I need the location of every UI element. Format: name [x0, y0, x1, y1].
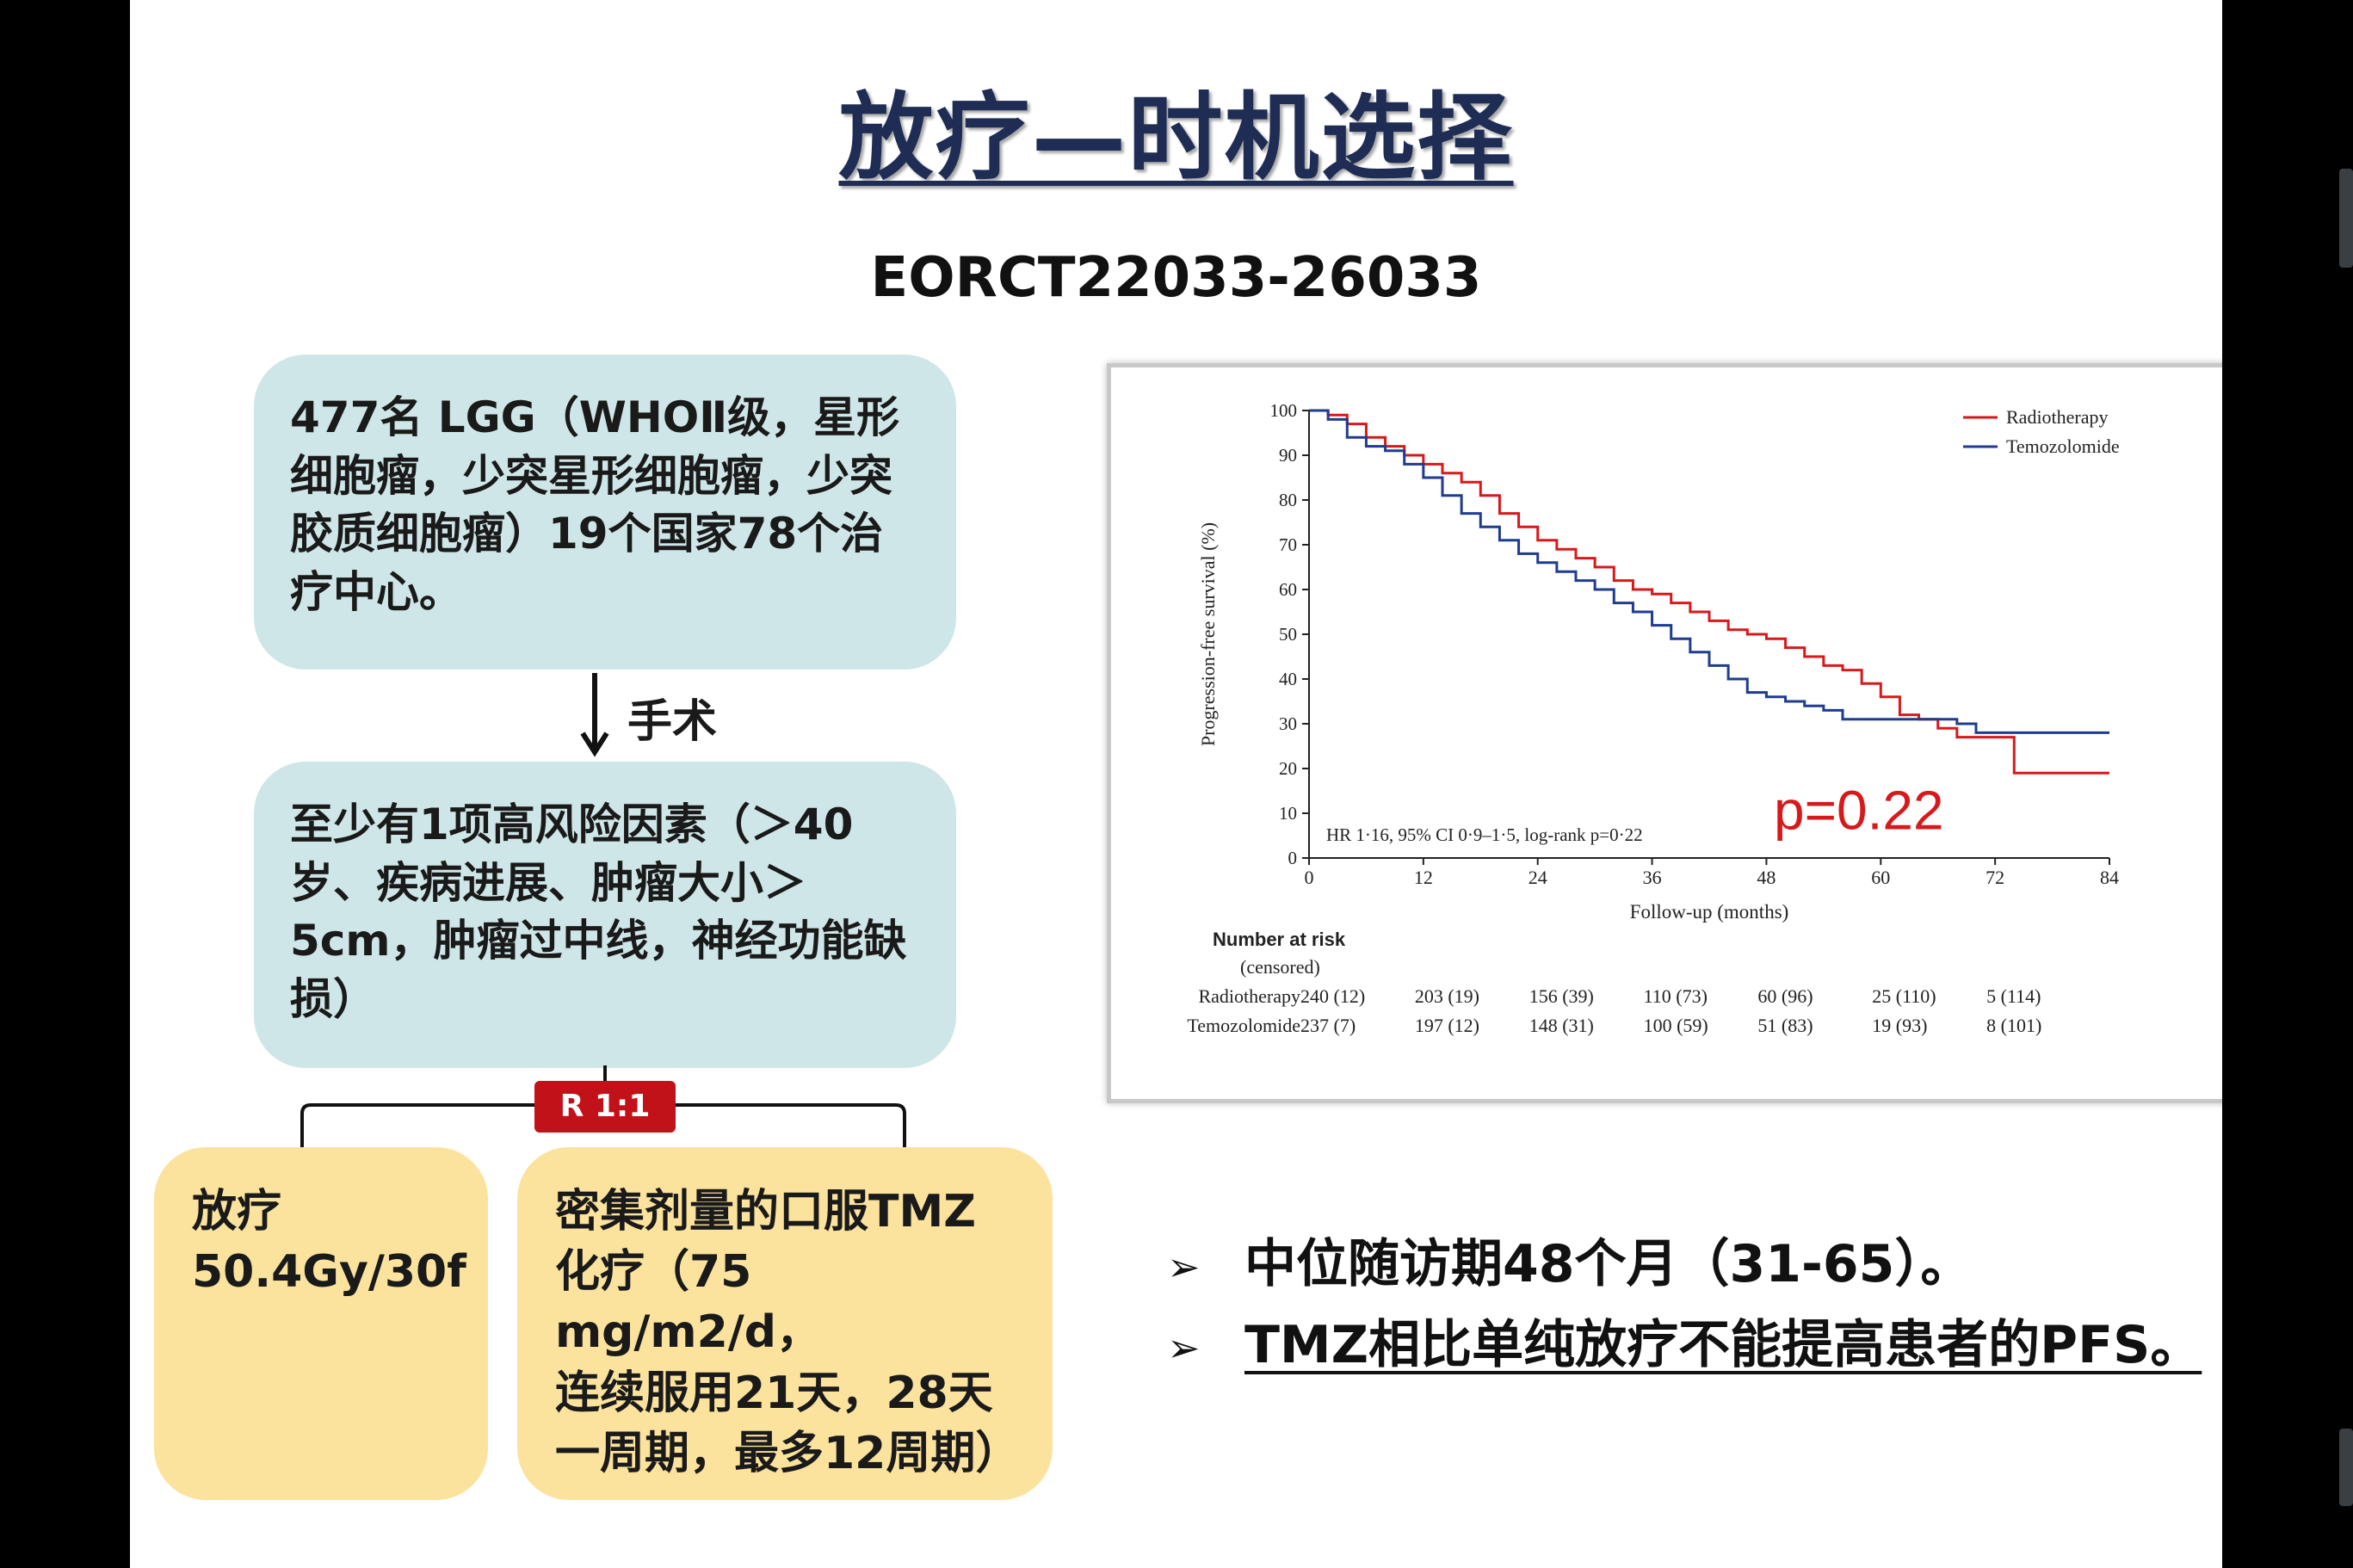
slide: 放疗—时机选择 EORCT22033-26033 477名 LGG（WHOⅡ级，…: [130, 0, 2222, 1568]
km-text: HR 1·16, 95% CI 0·9–1·5, log-rank p=0·22…: [1326, 779, 1944, 845]
x-tick-label: 36: [1643, 867, 1662, 888]
arm-rt-line: 50.4Gy/30f: [192, 1246, 466, 1299]
series-line-radiotherapy: [1309, 409, 2109, 775]
hr-annotation: HR 1·16, 95% CI 0·9–1·5, log-rank p=0·22: [1326, 824, 1643, 845]
risk-table-title: Number at risk: [1213, 929, 1346, 950]
arrow-bullet-icon: ➢: [1167, 1324, 1201, 1372]
legend-entry: Temozolomide: [2006, 435, 2120, 457]
population-box: 477名 LGG（WHOⅡ级，星形细胞瘤，少突星形细胞瘤，少突胶质细胞瘤）19个…: [254, 355, 956, 670]
y-tick-label: 80: [1279, 490, 1297, 510]
risk-cell: 240 (12): [1300, 985, 1365, 1007]
y-tick-label: 30: [1279, 713, 1297, 734]
risk-cell: 8 (101): [1986, 1015, 2041, 1036]
km-axes: 0 10 20 30 40 50 60 70 80 90 100 0 12 24 36 48 60 72 84 Fol…: [1197, 400, 2119, 923]
x-tick-label: 72: [1986, 867, 2004, 888]
y-tick-label: 100: [1270, 400, 1298, 421]
risk-cell: 197 (12): [1415, 1015, 1479, 1036]
arm-tmz-line: 连续服用21天，28天: [555, 1367, 993, 1419]
risk-row-label: Temozolomide: [1187, 1015, 1300, 1036]
scroll-indicator[interactable]: [2339, 169, 2353, 268]
y-tick-label: 10: [1279, 803, 1297, 824]
tmz-arm-box: 密集剂量的口服TMZ 化疗（75 mg/m2/d， 连续服用21天，28天 一周…: [517, 1147, 1053, 1500]
km-chart: 0 10 20 30 40 50 60 70 80 90 100 0 12 24 36 48 60 72 84 Fol…: [1187, 400, 2120, 1036]
risk-cell: 25 (110): [1872, 985, 1936, 1007]
risk-cell: 5 (114): [1986, 985, 2041, 1007]
scroll-indicator-lower[interactable]: [2339, 1429, 2353, 1506]
arm-rt-line: 放疗: [192, 1186, 282, 1238]
risk-factor-box: 至少有1项高风险因素（＞40岁、疾病进展、肿瘤大小＞5cm，肿瘤过中线，神经功能…: [254, 762, 956, 1068]
y-tick-label: 70: [1279, 534, 1297, 555]
trial-name: EORCT22033-26033: [870, 246, 1482, 310]
surgery-label: 手术: [627, 696, 718, 748]
x-tick-label: 60: [1871, 867, 1890, 888]
x-tick-label: 0: [1305, 867, 1314, 888]
y-axis-label: Progression-free survival (%): [1197, 522, 1219, 746]
y-tick-label: 20: [1279, 758, 1297, 779]
radiotherapy-arm-box: 放疗 50.4Gy/30f: [154, 1147, 488, 1500]
risk-row-label: Radiotherapy: [1198, 985, 1300, 1007]
risk-cell: 100 (59): [1644, 1015, 1708, 1036]
arm-tmz-line: 化疗（75 mg/m2/d，: [555, 1246, 821, 1359]
p-value-annotation: p=0.22: [1774, 779, 1944, 841]
risk-cell: 156 (39): [1529, 985, 1594, 1007]
km-lines: [1309, 409, 2109, 775]
risk-cell: 60 (96): [1757, 985, 1813, 1007]
y-tick-label: 50: [1279, 624, 1297, 645]
x-tick-label: 84: [2100, 867, 2119, 888]
x-tick-label: 24: [1529, 867, 1547, 888]
risk-table-subtitle: (censored): [1240, 956, 1320, 978]
x-axis-label: Follow-up (months): [1630, 901, 1789, 923]
risk-cell: 237 (7): [1300, 1015, 1356, 1036]
series-line-temozolomide: [1309, 409, 2109, 734]
risk-cell: 19 (93): [1872, 1015, 1927, 1036]
y-tick-label: 60: [1279, 579, 1297, 600]
y-tick-label: 90: [1279, 445, 1297, 466]
x-tick-label: 12: [1414, 867, 1433, 888]
legend-entry: Radiotherapy: [2006, 406, 2109, 428]
km-chart-frame: 0 10 20 30 40 50 60 70 80 90 100 0 12 24 36 48 60 72 84 Fol…: [1107, 363, 2222, 1103]
risk-cell: 203 (19): [1415, 985, 1479, 1007]
slide-title: 放疗—时机选择: [838, 83, 1514, 193]
risk-cell: 51 (83): [1757, 1015, 1813, 1036]
km-legend: Radiotherapy Temozolomide: [1963, 406, 2120, 457]
randomization-badge: R 1:1: [534, 1081, 676, 1133]
km-risk-table: Number at risk (censored) Radiotherapy 240 …: [1187, 929, 2041, 1036]
y-tick-label: 40: [1279, 669, 1297, 689]
risk-cell: 110 (73): [1644, 985, 1708, 1007]
risk-cell: 148 (31): [1529, 1015, 1594, 1036]
arrow-bullet-icon: ➢: [1167, 1244, 1201, 1291]
y-tick-label: 0: [1288, 848, 1298, 868]
arm-tmz-line: 一周期，最多12周期）: [555, 1427, 1021, 1479]
x-tick-label: 48: [1757, 867, 1776, 888]
bullet-followup: ➢ 中位随访期48个月（31-65）。: [1167, 1234, 1973, 1294]
down-arrow-icon: [580, 673, 609, 757]
bullet-conclusion: ➢ TMZ相比单纯放疗不能提高患者的PFS。: [1167, 1315, 2202, 1375]
arm-tmz-line: 密集剂量的口服TMZ: [555, 1186, 976, 1238]
